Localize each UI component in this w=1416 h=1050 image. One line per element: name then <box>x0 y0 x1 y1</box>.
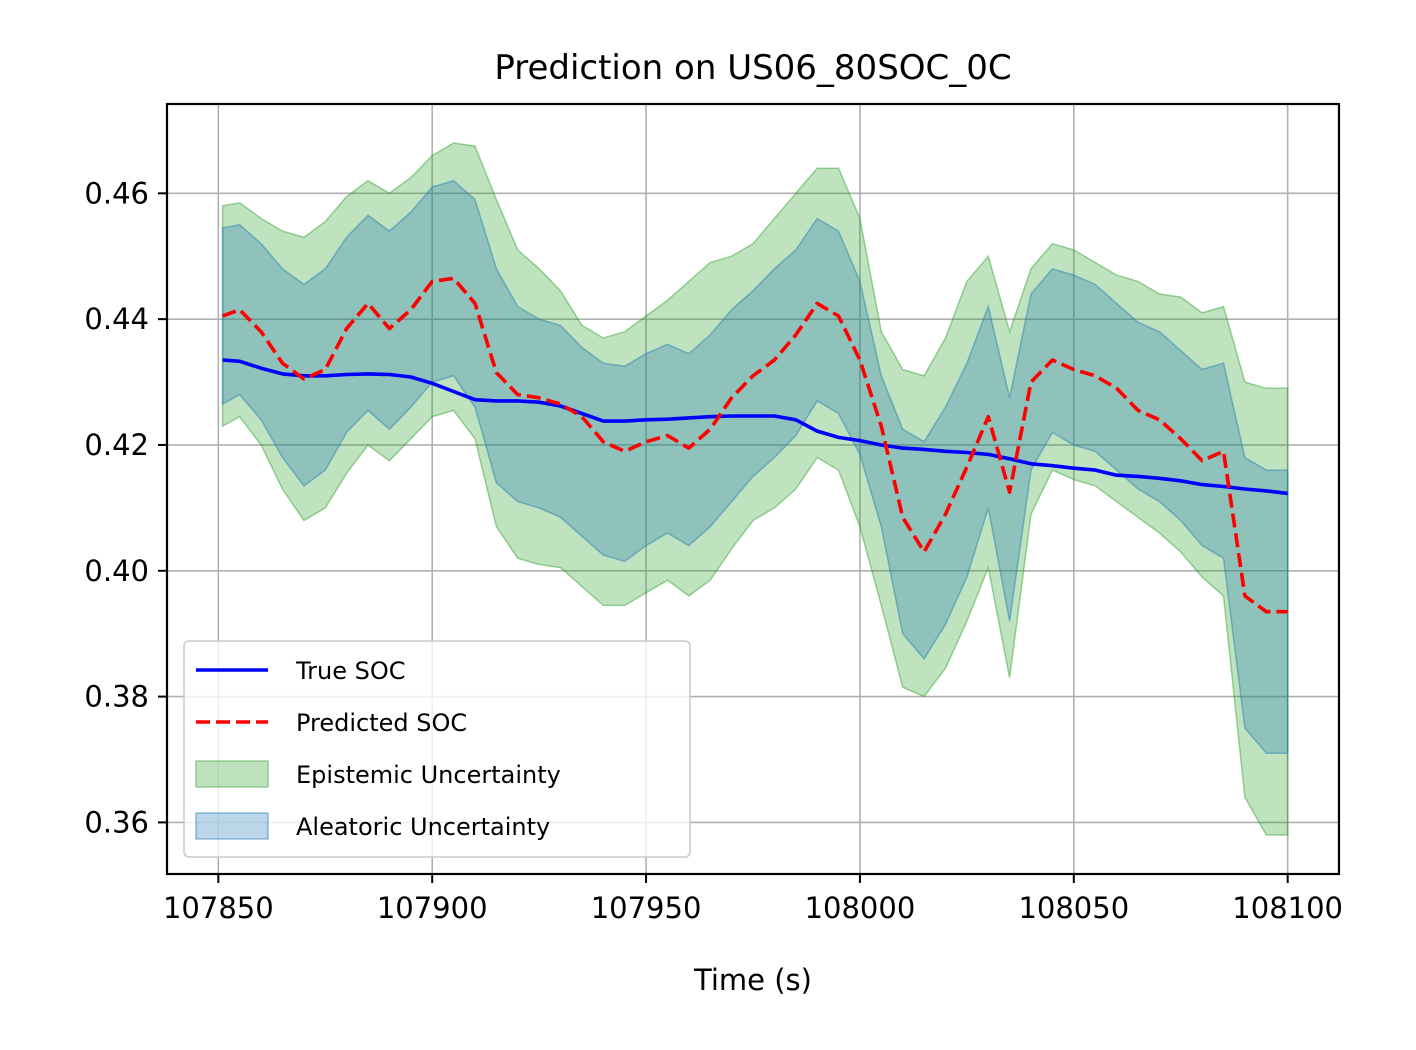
legend: True SOC Predicted SOC Epistemic Uncertain… <box>183 640 691 858</box>
y-axis: 0.36 0.38 0.40 0.42 0.44 0.46 <box>84 176 167 839</box>
epistemic-uncertainty-band <box>221 142 1289 836</box>
true-soc-line <box>222 358 1288 496</box>
aleatoric-uncertainty-band <box>221 179 1289 754</box>
y-tick-label: 0.46 <box>84 176 149 210</box>
uncertainty-bands <box>221 142 1289 836</box>
x-tick-label: 108100 <box>1232 891 1343 925</box>
x-tick-label: 107850 <box>163 891 274 925</box>
series-lines <box>221 276 1288 614</box>
legend-box <box>183 640 691 858</box>
legend-label-predicted-soc: Predicted SOC <box>296 709 467 737</box>
y-tick-label: 0.44 <box>84 302 149 336</box>
predicted-soc-line <box>221 276 1288 614</box>
x-tick-label: 107900 <box>377 891 488 925</box>
y-tick-label: 0.36 <box>84 805 149 839</box>
x-axis: 107850 107900 107950 108000 108050 108100 <box>163 874 1343 925</box>
x-axis-label: Time (s) <box>693 963 812 997</box>
plot-frame <box>165 102 1341 876</box>
legend-swatch-epistemic-uncertainty <box>195 760 269 788</box>
legend-label-epistemic-uncertainty: Epistemic Uncertainty <box>296 761 561 789</box>
x-tick-label: 108000 <box>805 891 916 925</box>
legend-label-true-soc: True SOC <box>295 657 406 685</box>
y-tick-label: 0.38 <box>84 680 149 714</box>
chart-title: Prediction on US06_80SOC_0C <box>494 48 1011 88</box>
legend-swatch-aleatoric-uncertainty <box>195 812 269 840</box>
y-tick-label: 0.42 <box>84 428 149 462</box>
legend-label-aleatoric-uncertainty: Aleatoric Uncertainty <box>296 813 550 841</box>
y-tick-label: 0.40 <box>84 554 149 588</box>
x-tick-label: 107950 <box>591 891 702 925</box>
x-tick-label: 108050 <box>1018 891 1129 925</box>
